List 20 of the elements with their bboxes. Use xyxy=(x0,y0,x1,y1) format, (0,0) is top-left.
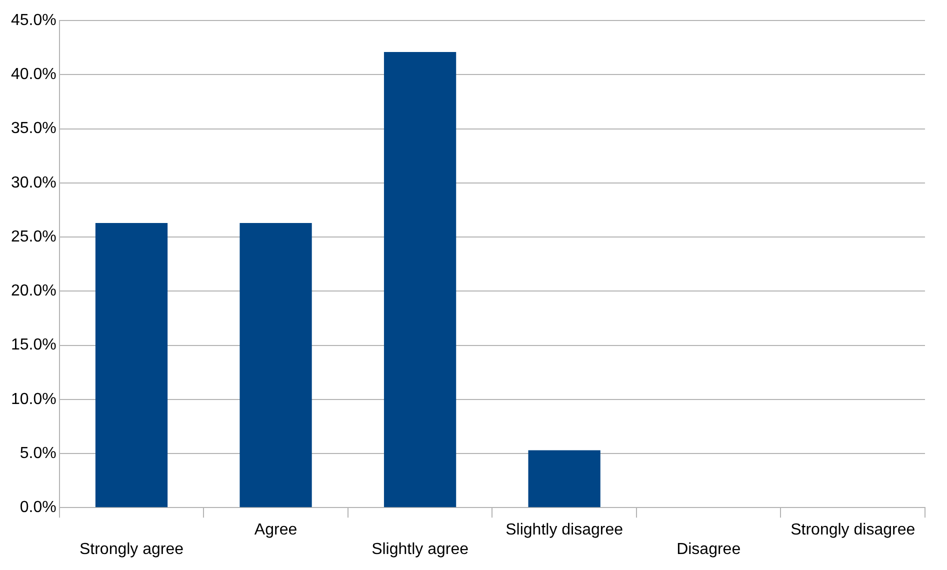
y-tick-label: 5.0% xyxy=(20,444,56,462)
y-tick-label: 40.0% xyxy=(10,66,56,84)
y-tick-label: 35.0% xyxy=(10,120,56,138)
x-tick-label: Disagree xyxy=(676,540,741,558)
bar xyxy=(240,222,312,508)
x-tick-label: Strongly disagree xyxy=(790,522,916,539)
x-tick-label: Slightly disagree xyxy=(506,522,624,539)
y-tick-label: 10.0% xyxy=(10,390,56,408)
y-tick-label: 15.0% xyxy=(10,336,56,354)
x-tick-label: Strongly agree xyxy=(79,540,184,558)
y-tick-label: 45.0% xyxy=(10,12,56,30)
bar xyxy=(384,52,456,508)
y-tick-label: 0.0% xyxy=(20,499,56,516)
y-tick-label: 30.0% xyxy=(10,174,56,192)
bar xyxy=(95,222,168,508)
x-tick-label: Agree xyxy=(254,522,298,539)
x-tick-label: Slightly agree xyxy=(372,540,469,558)
y-tick-label: 25.0% xyxy=(10,228,56,246)
bar xyxy=(528,450,600,508)
y-tick-label: 20.0% xyxy=(10,282,56,300)
